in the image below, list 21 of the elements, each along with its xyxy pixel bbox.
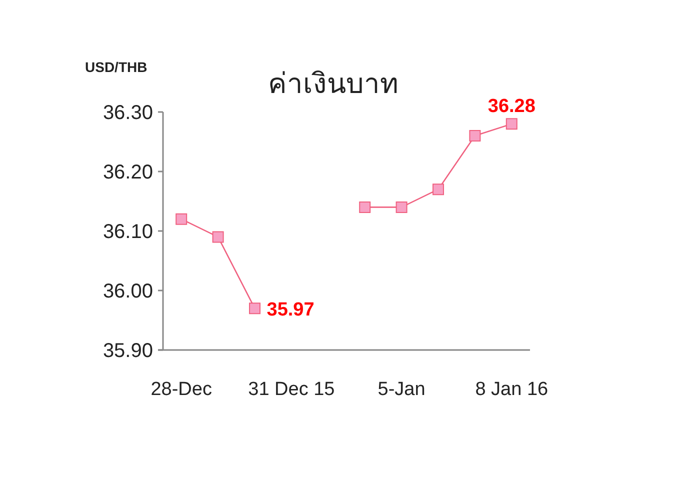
y-tick-label: 36.20 bbox=[102, 162, 153, 184]
x-tick-label: 8 Jan 16 bbox=[475, 379, 548, 400]
data-label: 35.97 bbox=[266, 299, 314, 320]
point bbox=[506, 118, 518, 130]
point bbox=[396, 201, 408, 213]
y-axis-title: USD/THB bbox=[85, 59, 148, 75]
point bbox=[359, 201, 371, 213]
data-label: 36.28 bbox=[488, 96, 536, 117]
point bbox=[249, 302, 260, 314]
y-tick-label: 36.10 bbox=[102, 221, 153, 243]
chart-title: ค่าเงินบาท bbox=[268, 67, 398, 100]
y-tick-label: 35.90 bbox=[102, 340, 153, 362]
x-tick-label: 31 Dec 15 bbox=[248, 379, 335, 400]
y-tick-label: 36.00 bbox=[102, 280, 153, 302]
point bbox=[176, 213, 188, 225]
x-tick-label: 5-Jan bbox=[378, 379, 426, 400]
point bbox=[212, 231, 224, 243]
point bbox=[469, 130, 481, 142]
x-tick-label: 28-Dec bbox=[150, 379, 212, 400]
point bbox=[432, 184, 444, 196]
y-tick-label: 36.30 bbox=[102, 102, 153, 124]
